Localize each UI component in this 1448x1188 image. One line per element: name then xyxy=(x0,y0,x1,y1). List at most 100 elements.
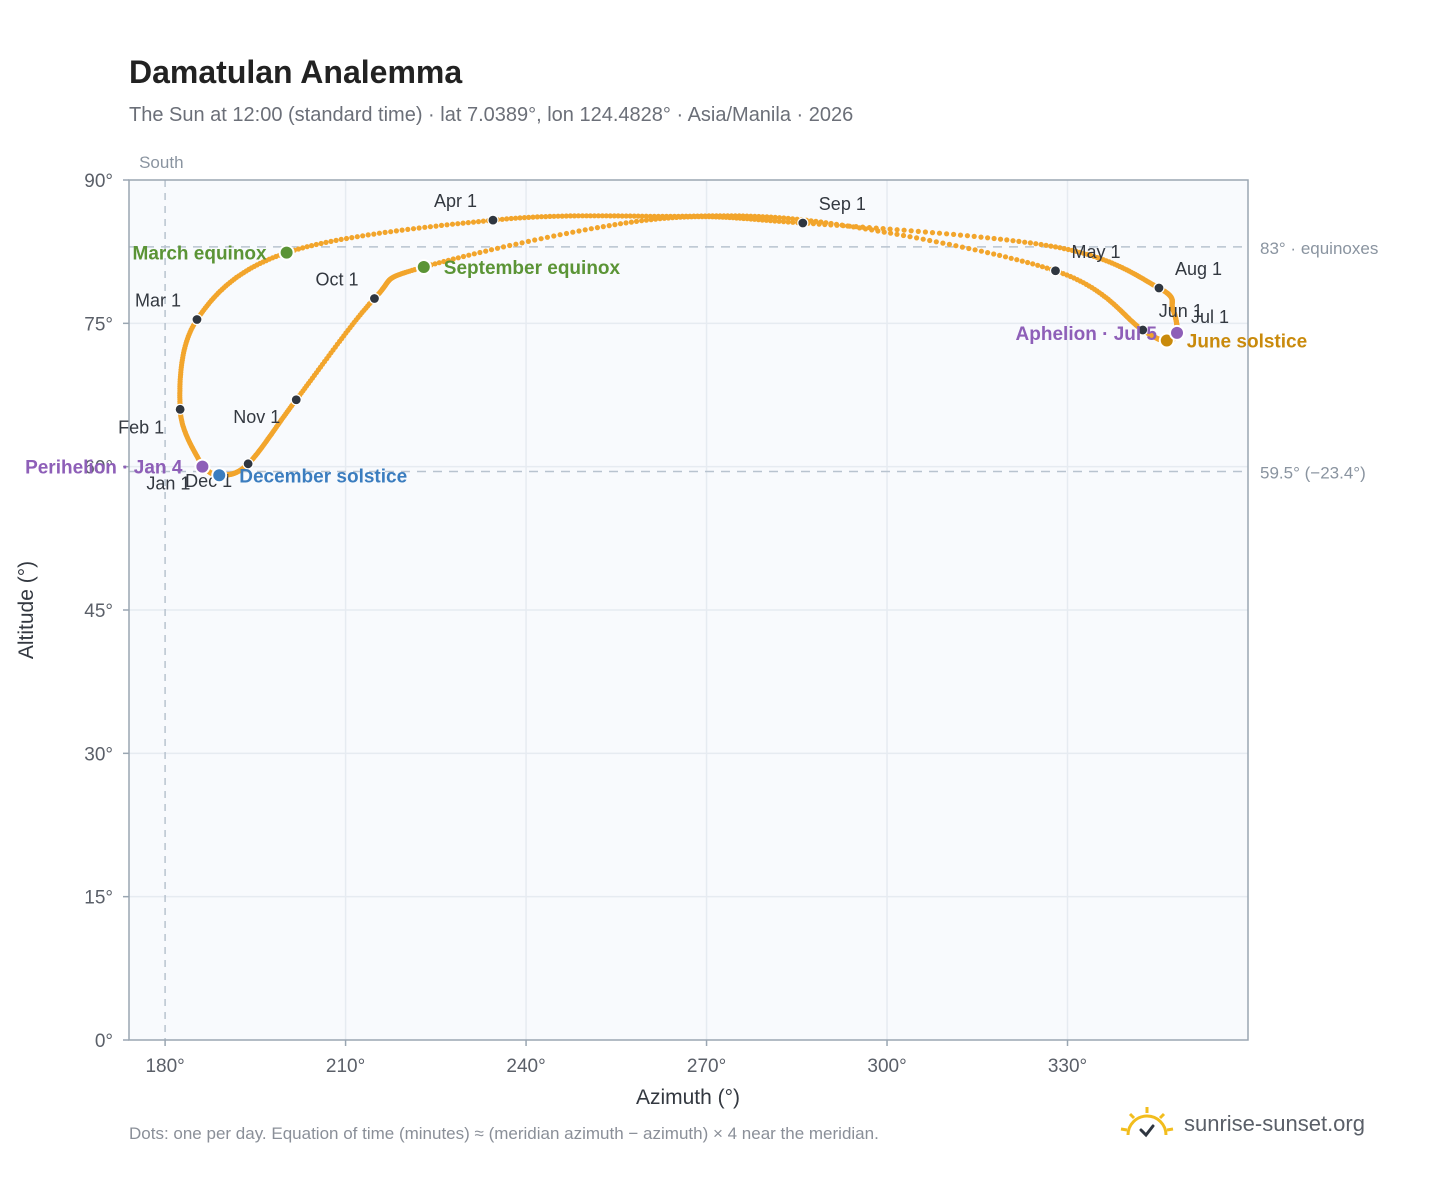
daily-sun-dot xyxy=(1065,246,1071,253)
daily-sun-dot xyxy=(623,213,629,219)
daily-sun-dot xyxy=(914,235,920,241)
daily-sun-dot xyxy=(633,218,640,224)
daily-sun-dot xyxy=(653,216,659,222)
daily-sun-dot xyxy=(575,213,582,219)
daily-sun-dot xyxy=(1010,238,1016,244)
daily-sun-dot xyxy=(338,236,344,242)
daily-sun-dot xyxy=(405,226,411,232)
daily-sun-dot xyxy=(1027,240,1033,246)
daily-sun-dot xyxy=(513,215,519,221)
daily-sun-dot xyxy=(1002,254,1009,260)
daily-sun-dot xyxy=(465,220,471,226)
event-label: Aphelion · Jul 5 xyxy=(1016,324,1158,345)
daily-sun-dot xyxy=(1073,248,1079,254)
event-label: June solstice xyxy=(1187,332,1307,353)
daily-sun-dot xyxy=(521,215,528,221)
daily-sun-dot xyxy=(627,213,633,219)
daily-sun-dot xyxy=(526,214,532,220)
month-label: Jul 1 xyxy=(1191,307,1229,327)
daily-sun-dot xyxy=(767,218,774,224)
daily-sun-dot xyxy=(957,232,964,238)
daily-sun-dot xyxy=(790,219,796,225)
daily-sun-dot xyxy=(477,249,483,256)
daily-sun-dot xyxy=(471,251,477,257)
daily-sun-dot xyxy=(755,217,762,223)
daily-sun-dot xyxy=(997,252,1003,258)
chart-footnote: Dots: one per day. Equation of time (min… xyxy=(129,1124,879,1143)
daily-sun-dot xyxy=(475,219,482,225)
y-tick-label: 45° xyxy=(84,601,113,622)
daily-sun-dot xyxy=(416,225,422,231)
daily-sun-dot xyxy=(936,230,943,236)
daily-sun-dot xyxy=(349,235,355,241)
event-label: Perihelion · Jan 4 xyxy=(25,458,183,479)
daily-sun-dot xyxy=(894,231,900,237)
daily-sun-dot xyxy=(665,215,672,221)
daily-sun-dot xyxy=(599,213,606,219)
meridian-label: South xyxy=(139,153,183,172)
daily-sun-dot xyxy=(360,233,366,239)
daily-sun-dot xyxy=(669,215,676,221)
daily-sun-dot xyxy=(900,232,907,239)
daily-sun-dot xyxy=(953,243,959,249)
daily-sun-dot xyxy=(582,227,588,233)
month-label: Oct 1 xyxy=(315,269,358,289)
daily-sun-dot xyxy=(427,224,433,230)
y-tick-label: 30° xyxy=(84,744,113,765)
month-label: Jan 1 xyxy=(146,474,190,494)
daily-sun-dot xyxy=(445,257,451,263)
month-label: Feb 1 xyxy=(118,417,164,437)
sun-check-icon xyxy=(1120,1107,1174,1138)
daily-sun-dot xyxy=(579,213,586,219)
daily-sun-dot xyxy=(483,248,489,254)
event-label: September equinox xyxy=(444,258,621,279)
daily-sun-dot xyxy=(1069,247,1075,253)
daily-sun-dot xyxy=(985,235,991,241)
x-axis-label: Azimuth (°) xyxy=(636,1086,740,1109)
daily-sun-dot xyxy=(828,222,834,228)
month-marker xyxy=(191,313,203,326)
daily-sun-dot xyxy=(323,239,329,245)
daily-sun-dot xyxy=(927,237,933,244)
brand-name: sunrise-sunset.org xyxy=(1184,1111,1365,1136)
daily-sun-dot xyxy=(853,224,859,230)
daily-sun-dot xyxy=(595,213,602,219)
daily-sun-dot xyxy=(1019,258,1025,264)
daily-sun-dot xyxy=(978,234,984,240)
daily-sun-dot xyxy=(673,214,680,220)
event-marker xyxy=(194,458,211,475)
daily-sun-dot xyxy=(567,213,574,219)
daily-sun-dot xyxy=(933,239,939,245)
daily-sun-dot xyxy=(661,215,667,221)
daily-sun-dot xyxy=(382,229,388,235)
daily-sun-dot xyxy=(513,241,519,247)
daily-sun-dot xyxy=(547,213,553,219)
daily-sun-dot xyxy=(657,216,663,222)
daily-sun-dot xyxy=(551,213,557,219)
month-label: Nov 1 xyxy=(233,407,280,427)
brand-logo[interactable]: sunrise-sunset.org xyxy=(1120,1102,1365,1146)
daily-sun-dot xyxy=(460,220,466,226)
month-marker xyxy=(1137,324,1149,336)
daily-sun-dot xyxy=(915,228,921,234)
event-label: December solstice xyxy=(239,466,407,487)
x-tick-label: 240° xyxy=(506,1056,545,1077)
daily-sun-dot xyxy=(991,235,997,242)
daily-sun-dot xyxy=(623,220,629,226)
reference-line-label: 83° · equinoxes xyxy=(1260,239,1378,258)
daily-sun-dot xyxy=(432,261,438,267)
daily-sun-dot xyxy=(343,235,350,242)
daily-sun-dot xyxy=(295,246,302,252)
daily-sun-dot xyxy=(643,217,650,223)
y-tick-label: 90° xyxy=(84,171,113,192)
month-marker xyxy=(242,458,254,470)
daily-sun-dot xyxy=(997,236,1004,242)
y-tick-label: 75° xyxy=(84,314,113,335)
daily-sun-dot xyxy=(1022,239,1028,245)
daily-sun-dot xyxy=(399,227,405,233)
daily-sun-dot xyxy=(759,217,766,223)
daily-sun-dot xyxy=(615,213,621,219)
daily-sun-dot xyxy=(603,213,609,219)
daily-sun-dot xyxy=(587,213,594,219)
daily-sun-dot xyxy=(944,231,950,237)
